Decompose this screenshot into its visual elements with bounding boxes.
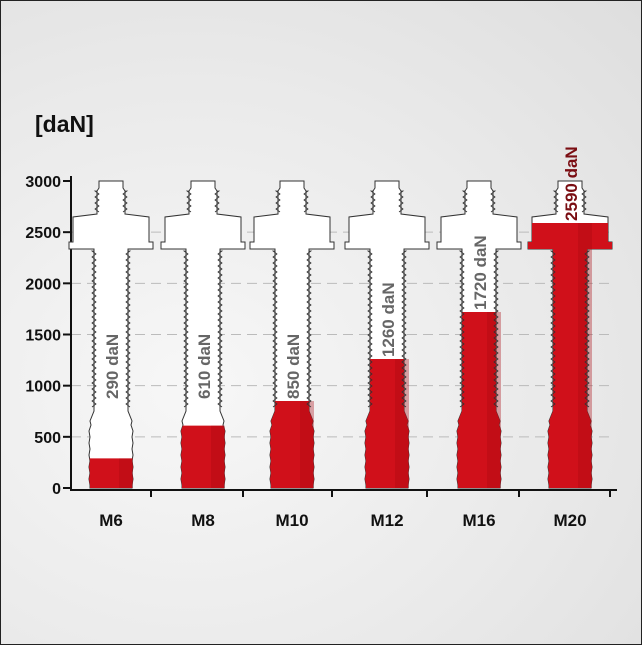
bolt-m8 — [160, 180, 246, 489]
thread-top-right — [122, 190, 129, 213]
thread-top-left — [369, 190, 376, 213]
thread-top-right — [581, 190, 588, 213]
thread-right — [401, 250, 408, 408]
y-tick-label: 2500 — [25, 225, 61, 242]
bar — [457, 311, 501, 488]
bar-shade — [395, 359, 409, 488]
bolt-m10 — [249, 180, 335, 489]
y-tick-label: 2000 — [25, 276, 61, 293]
category-label: M6 — [99, 511, 123, 530]
category-label: M16 — [462, 511, 495, 530]
unit-label: [daN] — [35, 111, 94, 137]
category-label: M10 — [275, 511, 308, 530]
value-label: 1260 daN — [379, 282, 398, 357]
value-label: 850 daN — [284, 334, 303, 399]
grid — [71, 231, 613, 438]
thread-top-right — [398, 190, 405, 213]
bar — [365, 359, 409, 488]
bar — [181, 425, 225, 488]
value-label: 610 daN — [195, 334, 214, 399]
value-label: 290 daN — [103, 334, 122, 399]
thread-left — [458, 250, 465, 408]
bar-shade — [578, 222, 592, 488]
bolt-m12 — [344, 180, 430, 489]
y-tick-label: 500 — [34, 430, 61, 447]
bar-shade — [300, 401, 314, 488]
thread-left — [549, 250, 556, 408]
bar-shade — [487, 311, 501, 488]
bar — [89, 458, 133, 488]
thread-right — [584, 250, 591, 408]
value-label: 1720 daN — [471, 235, 490, 310]
thread-left — [271, 250, 278, 408]
bolt-m20 — [527, 180, 613, 489]
y-tick-label: 3000 — [25, 174, 61, 191]
bolt-m6 — [68, 180, 154, 489]
value-label: 2590 daN — [562, 146, 581, 221]
thread-right — [493, 250, 500, 408]
bolts — [68, 180, 613, 489]
thread-right — [125, 250, 132, 408]
thread-right — [306, 250, 313, 408]
y-tick-label: 1000 — [25, 379, 61, 396]
thread-top-left — [93, 190, 100, 213]
y-tick-label: 1500 — [25, 328, 61, 345]
thread-right — [217, 250, 224, 408]
thread-left — [182, 250, 189, 408]
thread-top-right — [214, 190, 221, 213]
category-label: M8 — [191, 511, 215, 530]
thread-top-left — [185, 190, 192, 213]
bar — [528, 222, 612, 488]
category-label: M20 — [553, 511, 586, 530]
labels: 0 500 1000 1500 2000 2500 3000 290 daN M6 610 daN… — [25, 146, 586, 530]
category-label: M12 — [370, 511, 403, 530]
thread-top-left — [274, 190, 281, 213]
thread-top-left — [552, 190, 559, 213]
thread-top-right — [490, 190, 497, 213]
thread-left — [90, 250, 97, 408]
thread-left — [366, 250, 373, 408]
axes — [63, 176, 617, 497]
thread-top-right — [303, 190, 310, 213]
bar-shade — [211, 425, 225, 488]
bar — [270, 401, 314, 488]
bar-shade — [119, 458, 133, 488]
y-tick-label: 0 — [52, 481, 61, 498]
thread-top-left — [461, 190, 468, 213]
bolt-m16 — [436, 180, 522, 489]
